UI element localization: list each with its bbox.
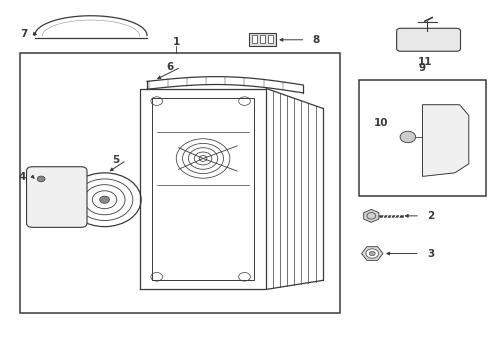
Bar: [267, 36, 272, 43]
Text: 7: 7: [20, 29, 27, 39]
Text: 10: 10: [373, 118, 387, 128]
Text: 8: 8: [312, 35, 319, 45]
Bar: [152, 98, 254, 280]
Polygon shape: [363, 210, 378, 222]
Text: 11: 11: [417, 57, 431, 67]
Bar: [20, 53, 339, 313]
FancyBboxPatch shape: [26, 167, 87, 227]
Circle shape: [368, 251, 374, 256]
Text: 5: 5: [112, 155, 119, 165]
Text: 9: 9: [418, 63, 425, 73]
Circle shape: [37, 176, 45, 182]
Polygon shape: [361, 247, 382, 260]
FancyBboxPatch shape: [396, 28, 460, 51]
Circle shape: [100, 196, 109, 203]
Circle shape: [399, 131, 415, 143]
Text: 1: 1: [172, 37, 180, 47]
Text: 4: 4: [19, 172, 26, 183]
Text: 3: 3: [427, 248, 434, 258]
Bar: [358, 80, 485, 196]
Text: 6: 6: [166, 62, 173, 72]
Circle shape: [365, 249, 378, 258]
Bar: [252, 36, 257, 43]
Bar: [260, 36, 264, 43]
Bar: [249, 33, 276, 46]
Polygon shape: [422, 105, 468, 176]
Text: 2: 2: [427, 211, 434, 221]
